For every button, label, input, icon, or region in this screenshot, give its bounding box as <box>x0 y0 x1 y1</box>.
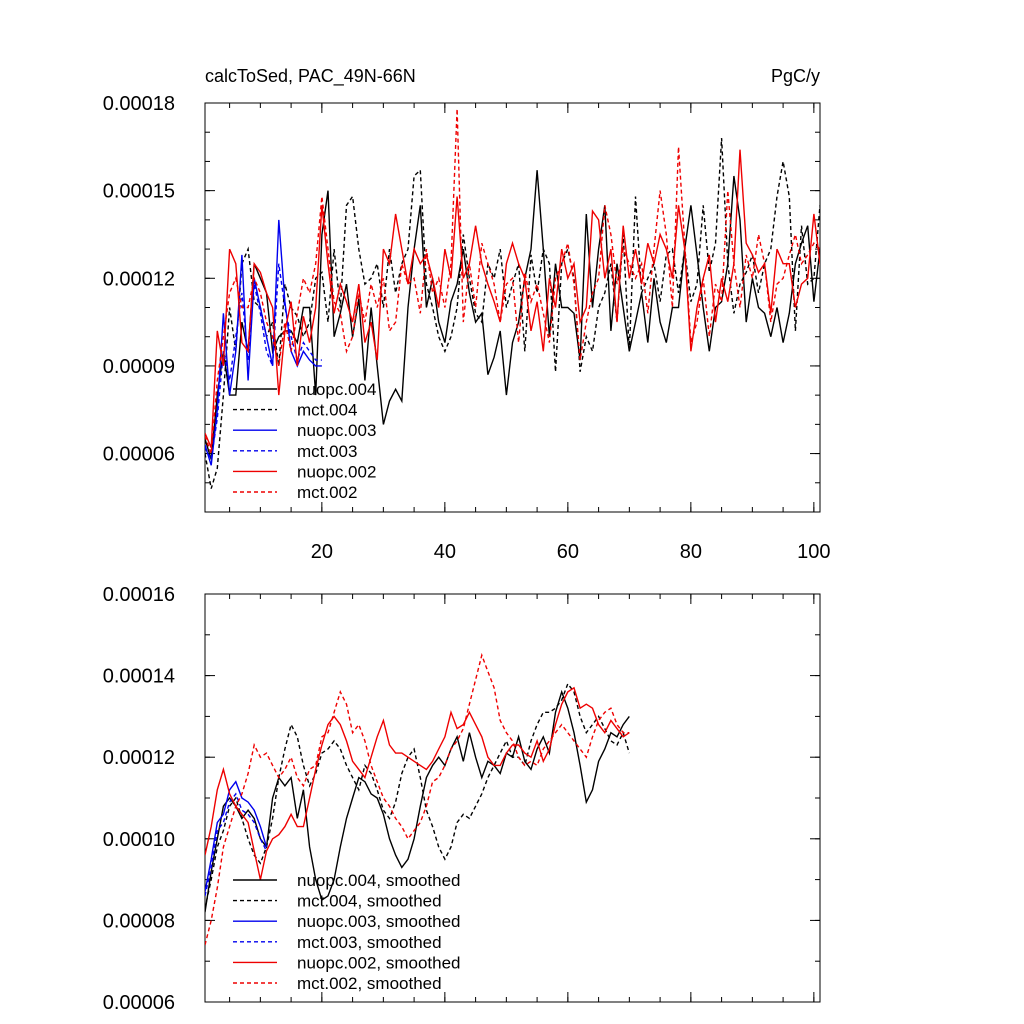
series-line-nuopc-002-smoothed <box>205 686 630 880</box>
bottom-panel: 0.00006 0.00008 0.00010 0.00012 0.00014 0.000… <box>103 584 821 1014</box>
legend-label: nuopc.002, smoothed <box>297 953 461 972</box>
y-tick-label: 0.00015 <box>103 181 175 203</box>
y-tick-label: 0.00014 <box>103 666 175 688</box>
y-tick-label: 0.00008 <box>103 910 175 932</box>
series-line-nuopc-004 <box>205 170 820 460</box>
chart-units: PgC/y <box>771 66 820 86</box>
top-panel: 20 40 60 80 100 0.00006 0.00009 0.00012 0.00015 0… <box>103 93 831 563</box>
y-tick-label: 0.00018 <box>103 93 175 115</box>
y-tick-label: 0.00009 <box>103 356 175 378</box>
x-tick-label: 80 <box>680 541 702 563</box>
series-line-mct-002 <box>205 108 820 454</box>
legend-label: nuopc.003 <box>297 421 376 440</box>
x-tick-label: 20 <box>311 541 333 563</box>
x-tick-label: 40 <box>434 541 456 563</box>
legend-label: nuopc.003, smoothed <box>297 912 461 931</box>
y-tick-label: 0.00006 <box>103 444 175 466</box>
y-tick-label: 0.00006 <box>103 992 175 1014</box>
y-tick-label: 0.00012 <box>103 268 175 290</box>
legend-label: mct.003, smoothed <box>297 933 442 952</box>
series-line-nuopc-003-smoothed <box>205 780 268 892</box>
series-line-mct-002-smoothed <box>205 652 630 946</box>
legend-label: mct.004, smoothed <box>297 892 442 911</box>
legend-label: mct.004 <box>297 401 357 420</box>
y-tick-label: 0.00010 <box>103 829 175 851</box>
legend-label: nuopc.002 <box>297 462 376 481</box>
x-tick-label: 100 <box>797 541 830 563</box>
chart-title: calcToSed, PAC_49N-66N <box>205 66 416 87</box>
y-tick-label: 0.00016 <box>103 584 175 606</box>
legend-label: nuopc.004, smoothed <box>297 871 461 890</box>
series-line-mct-004 <box>205 138 820 489</box>
legend-label: nuopc.004 <box>297 380 376 399</box>
y-tick-label: 0.00012 <box>103 747 175 769</box>
series-line-nuopc-003 <box>205 219 322 466</box>
legend-label: mct.002, smoothed <box>297 974 442 993</box>
legend-label: mct.003 <box>297 442 357 461</box>
legend-label: mct.002 <box>297 483 357 502</box>
series-line-nuopc-002 <box>205 149 820 448</box>
series-line-mct-003-smoothed <box>205 792 268 897</box>
x-tick-label: 60 <box>557 541 579 563</box>
series-line-nuopc-004-smoothed <box>205 689 630 913</box>
